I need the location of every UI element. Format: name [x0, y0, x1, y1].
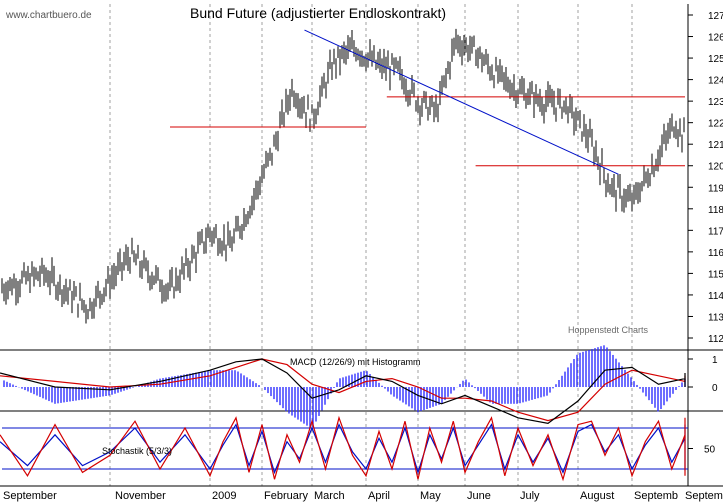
month-label: 2009	[212, 490, 236, 502]
month-label: February	[264, 490, 309, 502]
month-label: July	[520, 490, 540, 502]
price-bars	[1, 28, 685, 324]
macd-tick-label: 1	[712, 355, 718, 366]
price-panel	[1, 28, 685, 324]
price-tick-label: 122	[708, 119, 723, 130]
month-label: April	[368, 490, 390, 502]
credit-text: Hoppenstedt Charts	[568, 325, 649, 335]
stoch-tick-label: 50	[704, 445, 716, 456]
price-tick-label: 121	[708, 140, 723, 151]
stochastic-panel	[0, 415, 688, 482]
price-tick-label: 123	[708, 97, 723, 108]
price-tick-label: 125	[708, 54, 723, 65]
macd-line	[0, 358, 686, 425]
macd-tick-label: 0	[712, 383, 718, 394]
grid-lines	[109, 4, 633, 486]
month-label: May	[420, 490, 441, 502]
month-label: September	[685, 490, 723, 502]
month-label: September	[3, 490, 57, 502]
price-tick-label: 124	[708, 76, 723, 87]
price-tick-label: 119	[708, 183, 723, 194]
text-layer: www.chartbuero.de Bund Future (adjustier…	[5, 5, 649, 456]
macd-signal-line	[0, 358, 686, 422]
price-tick-label: 113	[708, 312, 723, 323]
price-tick-label: 116	[708, 248, 723, 259]
price-tick-label: 115	[708, 269, 723, 280]
price-tick-label: 126	[708, 33, 723, 44]
stochastic-title: Stochastik (5/3/3)	[102, 446, 172, 456]
month-label: Septemb	[634, 490, 678, 502]
macd-title: MACD (12/26/9) mit Histogramm	[290, 357, 421, 367]
price-tick-label: 112	[708, 334, 723, 345]
axes: 112 113 114 115 116 117 118 119 120 121 122 123 124 1…	[3, 11, 723, 502]
trend-line	[304, 29, 619, 175]
price-tick-label: 120	[708, 162, 723, 173]
watermark: www.chartbuero.de	[5, 10, 92, 21]
month-label: March	[314, 490, 345, 502]
price-tick-label: 117	[708, 226, 723, 237]
stoch-k-line	[0, 415, 686, 482]
price-tick-label: 127	[708, 11, 723, 22]
month-label: June	[467, 490, 491, 502]
macd-panel	[0, 345, 686, 428]
price-tick-label: 114	[708, 291, 723, 302]
month-label: August	[580, 490, 614, 502]
price-tick-label: 118	[708, 205, 723, 216]
month-label: November	[115, 490, 166, 502]
chart-title: Bund Future (adjustierter Endloskontrakt…	[190, 5, 446, 21]
panel-frames	[0, 4, 723, 487]
